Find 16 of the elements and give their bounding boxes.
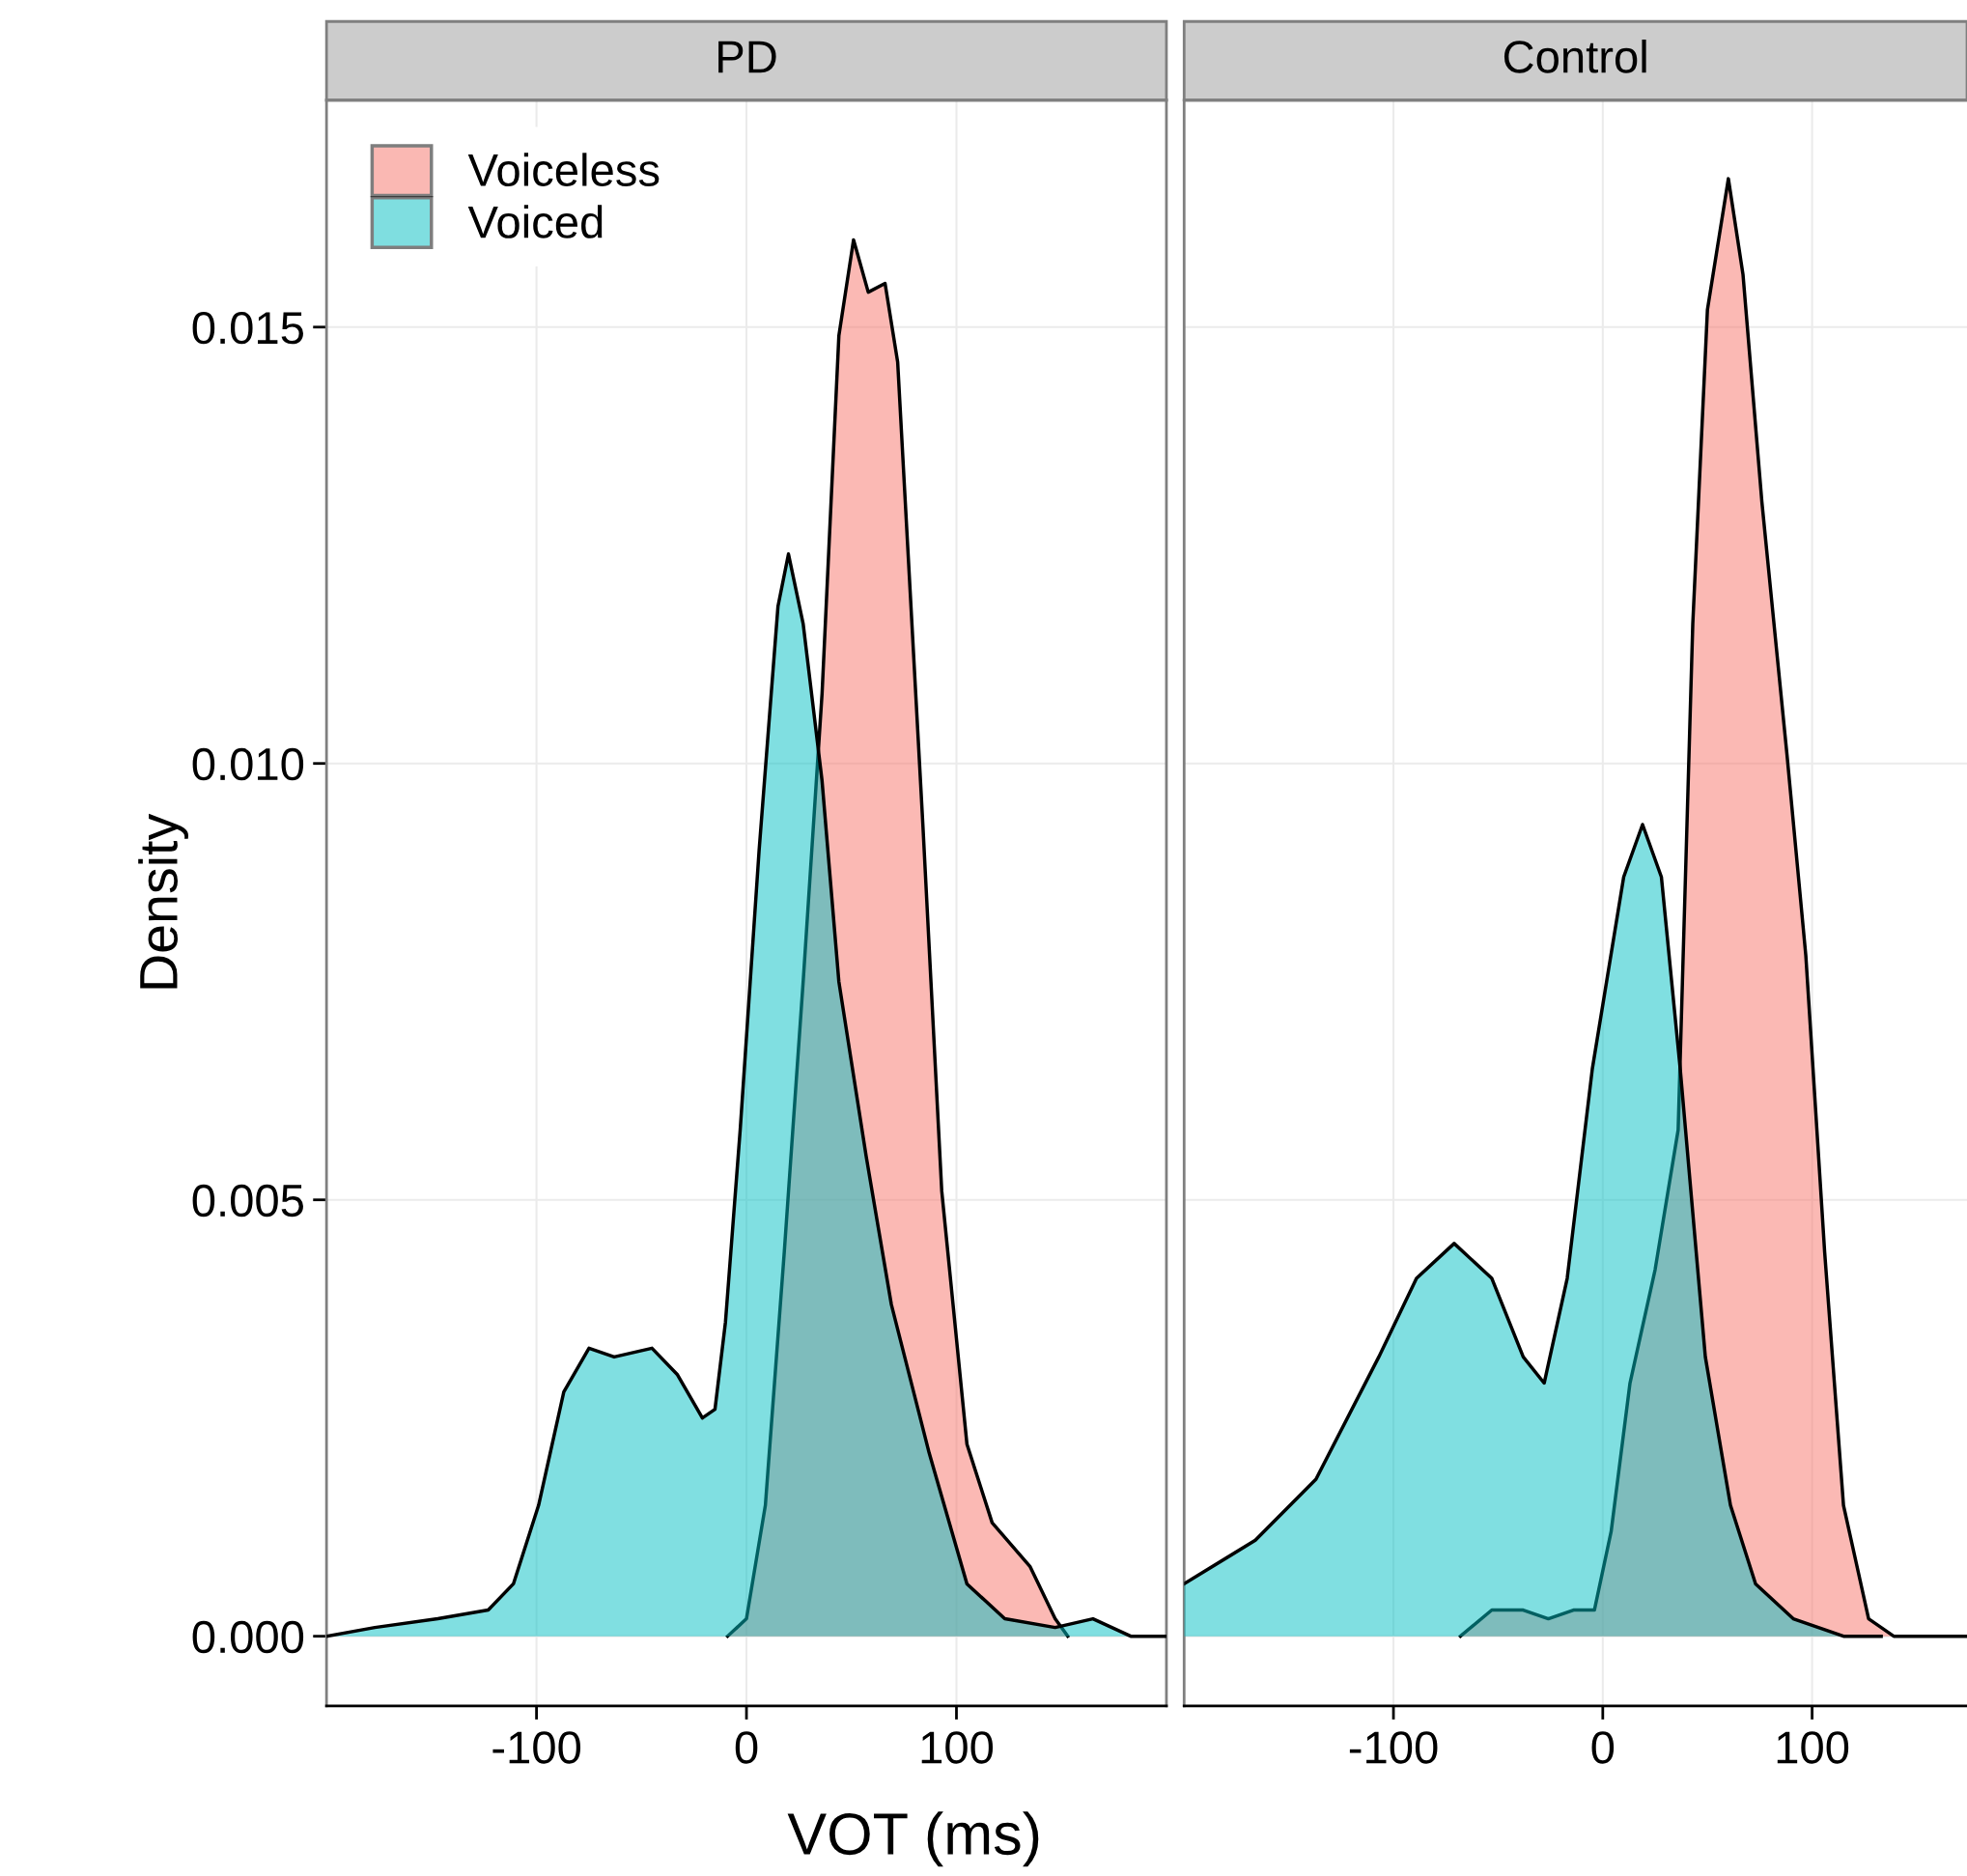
chart-title: PD [718, 41, 776, 73]
x-axis-title: VOT (ms) [787, 1811, 1039, 1867]
x-tick-label: 100 [1777, 1731, 1849, 1764]
chart-title: Control [1503, 40, 1646, 73]
y-tick-label: 0.005 [192, 1184, 303, 1218]
x-tick-label: 0 [1591, 1731, 1615, 1764]
legend-label: Voiceless [467, 153, 660, 186]
y-axis-title: Density [138, 813, 188, 989]
x-tick-label: 0 [735, 1731, 758, 1764]
y-tick-label: 0.000 [192, 1620, 304, 1654]
x-tick-label: -100 [1349, 1731, 1438, 1764]
x-tick-label: 100 [921, 1731, 994, 1764]
legend-label: Voiced [467, 205, 603, 238]
y-tick-label: 0.015 [192, 311, 303, 345]
y-tick-label: 0.010 [192, 747, 304, 781]
x-tick-label: -100 [492, 1731, 581, 1764]
